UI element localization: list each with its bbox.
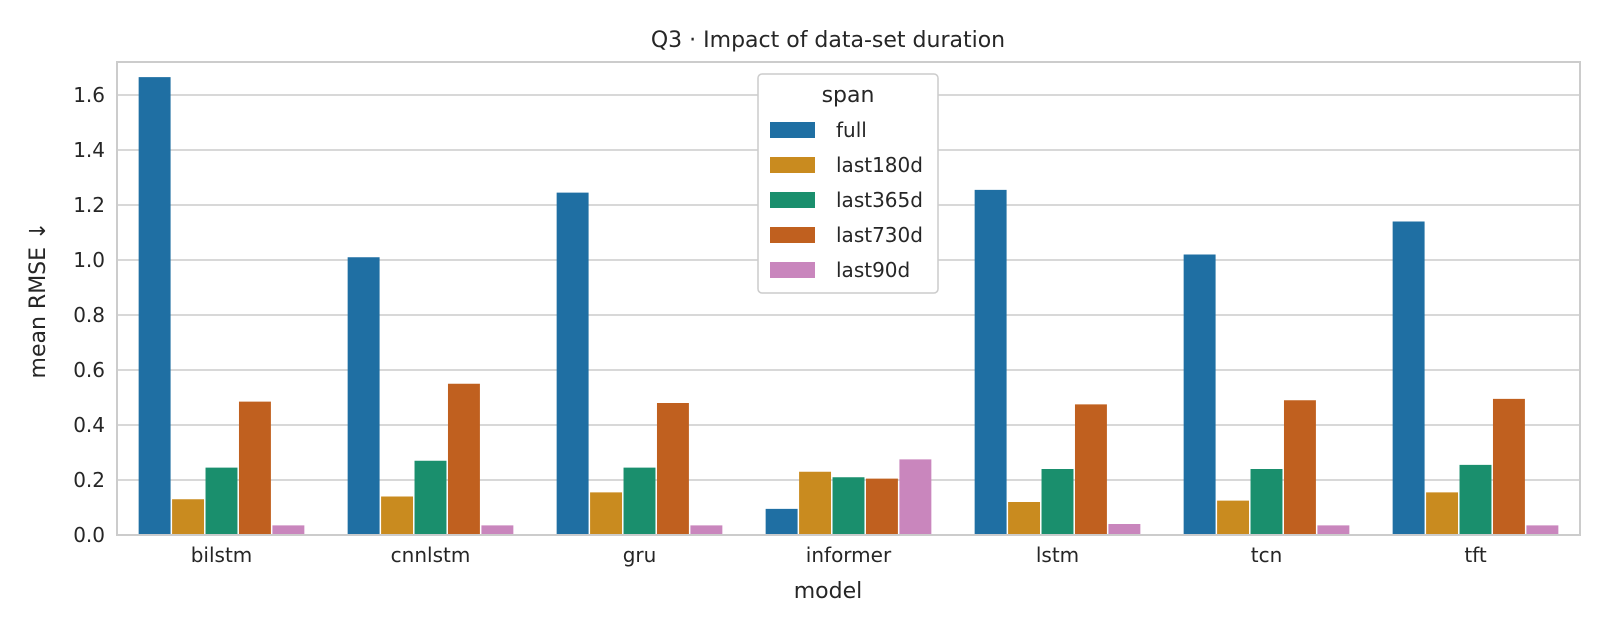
legend-label-last90d: last90d [836, 258, 910, 282]
bar-tft-full [1392, 221, 1425, 535]
bar-bilstm-last365d [205, 467, 238, 535]
bar-lstm-last90d [1108, 524, 1141, 535]
bar-bilstm-full [138, 77, 171, 535]
bar-tft-last365d [1459, 464, 1492, 535]
y-tick-labels: 0.0 0.2 0.4 0.6 0.8 1.0 1.2 1.4 1.6 [73, 83, 105, 547]
bar-tft-last180d [1426, 492, 1459, 535]
legend-swatch-last365d [770, 192, 815, 208]
chart-title: Q3 · Impact of data-set duration [651, 28, 1005, 53]
bar-tcn-last730d [1283, 400, 1316, 535]
x-tick-labels: bilstm cnnlstm gru informer lstm tcn tft [191, 543, 1487, 567]
x-tick-label-lstm: lstm [1036, 543, 1079, 567]
bar-lstm-last365d [1041, 469, 1074, 535]
bar-informer-full [765, 508, 798, 535]
bar-tft-last730d [1492, 398, 1525, 535]
bar-tcn-last180d [1217, 500, 1250, 535]
bar-tcn-last365d [1250, 469, 1283, 535]
bar-bilstm-last730d [238, 401, 271, 535]
y-tick-label: 0.0 [73, 523, 105, 547]
legend-label-last180d: last180d [836, 153, 923, 177]
legend-label-full: full [836, 118, 867, 142]
y-tick-label: 1.4 [73, 138, 105, 162]
bar-bilstm-last180d [172, 499, 205, 535]
y-tick-label: 0.2 [73, 468, 105, 492]
bar-cnnlstm-last90d [481, 525, 514, 535]
bar-lstm-last180d [1008, 502, 1041, 535]
legend: span full last180d last365d last730d last90d [757, 73, 939, 294]
y-tick-label: 0.6 [73, 358, 105, 382]
bar-informer-last180d [799, 471, 832, 535]
plot-frame [116, 61, 1581, 536]
legend-title: span [822, 83, 875, 108]
legend-swatch-last180d [770, 157, 815, 173]
x-tick-label-cnnlstm: cnnlstm [391, 543, 471, 567]
x-tick-label-bilstm: bilstm [191, 543, 253, 567]
x-tick-label-tcn: tcn [1251, 543, 1283, 567]
bar-lstm-last730d [1074, 404, 1107, 535]
y-axis-title: mean RMSE ↓ [26, 222, 51, 379]
bar-tcn-full [1183, 254, 1216, 535]
y-tick-label: 0.4 [73, 413, 105, 437]
x-tick-label-tft: tft [1464, 543, 1487, 567]
bar-gru-last365d [623, 467, 656, 535]
bar-gru-last180d [590, 492, 623, 535]
y-tick-label: 1.6 [73, 83, 105, 107]
bar-informer-last730d [865, 478, 898, 535]
bar-bilstm-last90d [272, 525, 305, 535]
bar-gru-last730d [656, 403, 689, 535]
bars [138, 77, 1559, 535]
x-tick-label-informer: informer [806, 543, 892, 567]
x-axis-title: model [794, 579, 863, 604]
bar-cnnlstm-full [347, 257, 380, 535]
bar-gru-last90d [690, 525, 723, 535]
y-tick-label: 0.8 [73, 303, 105, 327]
bar-gru-full [556, 192, 589, 535]
bar-informer-last90d [899, 459, 932, 535]
bar-lstm-full [974, 189, 1007, 535]
legend-label-last730d: last730d [836, 223, 923, 247]
legend-swatch-last90d [770, 262, 815, 278]
bar-cnnlstm-last180d [381, 496, 414, 535]
bar-cnnlstm-last365d [414, 460, 447, 535]
bar-tcn-last90d [1317, 525, 1350, 535]
legend-swatch-full [770, 122, 815, 138]
y-tick-label: 1.2 [73, 193, 105, 217]
y-tick-label: 1.0 [73, 248, 105, 272]
bar-tft-last90d [1526, 525, 1559, 535]
bar-cnnlstm-last730d [447, 383, 480, 535]
legend-swatch-last730d [770, 227, 815, 243]
x-tick-label-gru: gru [623, 543, 657, 567]
bar-informer-last365d [832, 477, 865, 535]
legend-label-last365d: last365d [836, 188, 923, 212]
